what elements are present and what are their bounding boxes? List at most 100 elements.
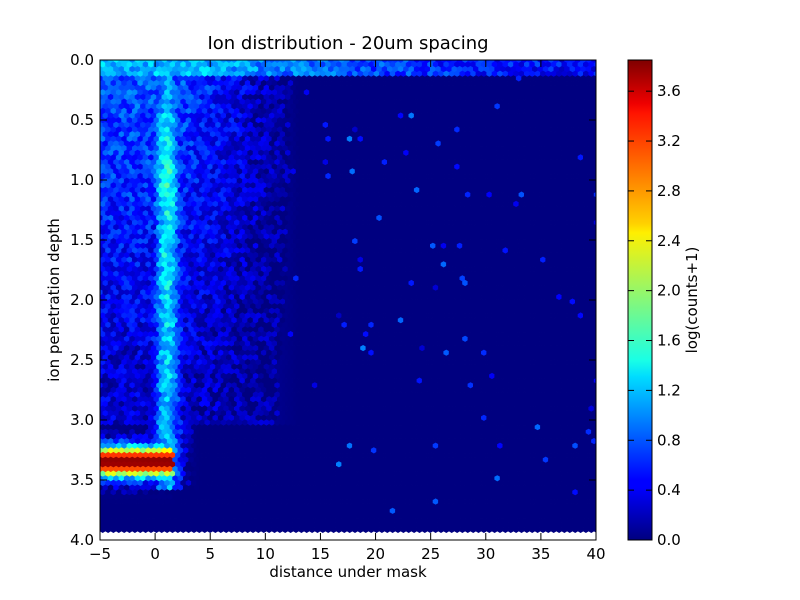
hexbin-cell xyxy=(357,107,364,115)
hexbin-cell xyxy=(301,93,307,101)
hexbin-cell xyxy=(293,89,299,96)
hexbin-cell xyxy=(486,89,493,96)
hexbin-cell xyxy=(295,84,302,92)
hexbin-cell xyxy=(121,79,128,87)
hexbin-cell xyxy=(443,79,450,87)
hexbin-cell xyxy=(121,98,128,106)
hexbin-cell xyxy=(569,103,576,110)
hexbin-cell xyxy=(370,121,377,129)
hexbin-cell xyxy=(277,98,283,106)
hexbin-cell xyxy=(196,126,203,134)
hexbin-cell xyxy=(142,117,149,124)
hexbin-cell xyxy=(360,93,366,101)
hexbin-cell xyxy=(344,103,350,110)
hexbin-cell xyxy=(346,107,353,115)
hexbin-cell xyxy=(242,84,248,92)
hexbin-cell xyxy=(534,61,541,68)
hexbin-cell xyxy=(228,61,235,68)
hexbin-cell xyxy=(483,112,490,120)
hexbin-cell xyxy=(193,66,200,73)
hexbin-cell xyxy=(435,103,442,110)
hexbin-cell xyxy=(145,66,152,73)
hexbin-cell xyxy=(575,93,581,101)
hexbin-cell xyxy=(368,107,375,115)
hexbin-cell xyxy=(274,121,281,129)
hexbin-cell xyxy=(416,70,423,78)
hexbin-cell xyxy=(266,107,272,115)
hexbin-cell xyxy=(550,98,557,106)
hexbin-cell xyxy=(548,93,554,101)
hexbin-cell xyxy=(274,75,281,82)
hexbin-cell xyxy=(228,79,235,87)
hexbin-cell xyxy=(215,121,221,129)
hexbin-cell xyxy=(413,112,420,120)
hexbin-cell xyxy=(199,75,205,82)
hexbin-cell xyxy=(172,84,179,92)
hexbin-cell xyxy=(100,89,106,96)
hexbin-cell xyxy=(360,66,366,73)
hexbin-cell xyxy=(142,126,149,134)
hexbin-cell xyxy=(513,79,519,87)
hexbin-cell xyxy=(268,84,275,92)
hexbin-cell xyxy=(424,75,431,82)
hexbin-cell xyxy=(486,117,493,124)
hexbin-cell xyxy=(510,103,517,110)
hexbin-cell xyxy=(362,98,369,106)
hexbin-cell xyxy=(362,117,369,124)
hexbin-cell xyxy=(150,93,157,101)
hexbin-cell xyxy=(569,121,576,129)
hexbin-cell xyxy=(360,112,366,120)
hexbin-cell xyxy=(462,66,468,73)
hexbin-cell xyxy=(432,61,439,68)
hexbin-cell xyxy=(532,121,538,129)
hexbin-cell xyxy=(376,75,383,82)
hexbin-cell xyxy=(228,70,235,78)
hexbin-cell xyxy=(277,117,283,124)
hexbin-cell xyxy=(548,75,554,82)
hexbin-cell xyxy=(188,84,195,92)
hexbin-cell xyxy=(263,112,270,120)
hexbin-cell xyxy=(113,93,119,101)
hexbin-cell xyxy=(475,89,482,96)
hexbin-cell xyxy=(440,121,447,129)
hexbin-cell xyxy=(201,79,208,87)
hexbin-cell xyxy=(234,107,240,115)
hexbin-cell xyxy=(293,107,299,115)
hexbin-cell xyxy=(158,61,165,68)
hexbin-cell xyxy=(456,84,463,92)
hexbin-cell xyxy=(274,112,281,120)
hexbin-cell xyxy=(209,103,216,110)
hexbin-cell xyxy=(518,107,525,115)
hexbin-cell xyxy=(102,93,109,101)
hexbin-cell xyxy=(279,75,286,82)
hexbin-cell xyxy=(475,61,482,68)
hexbin-cell xyxy=(129,93,136,101)
hexbin-cell xyxy=(341,61,348,68)
hexbin-cell xyxy=(373,70,380,78)
hexbin-cell xyxy=(115,98,122,106)
hexbin-cell xyxy=(572,89,579,96)
hexbin-cell xyxy=(352,70,358,78)
hexbin-cell xyxy=(314,61,321,68)
hexbin-cell xyxy=(330,70,337,78)
hexbin-cell xyxy=(588,61,595,68)
hexbin-cell xyxy=(451,112,458,120)
hexbin-cell xyxy=(242,121,248,129)
hexbin-cell xyxy=(123,103,130,110)
hexbin-cell xyxy=(467,112,474,120)
hexbin-cell xyxy=(597,215,603,222)
hexbin-cell xyxy=(132,70,138,78)
hexbin-cell xyxy=(526,121,533,129)
hexbin-cell xyxy=(577,89,584,96)
hexbin-cell xyxy=(183,112,189,120)
hexbin-cell xyxy=(306,75,313,82)
hexbin-cell xyxy=(577,98,584,106)
hexbin-cell xyxy=(481,89,487,96)
hexbin-cell xyxy=(193,112,200,120)
hexbin-cell xyxy=(597,299,603,306)
hexbin-cell xyxy=(123,112,130,120)
hexbin-cell xyxy=(134,112,141,120)
hexbin-cell xyxy=(134,75,141,82)
hexbin-cell xyxy=(513,98,519,106)
hexbin-cell xyxy=(537,112,544,120)
